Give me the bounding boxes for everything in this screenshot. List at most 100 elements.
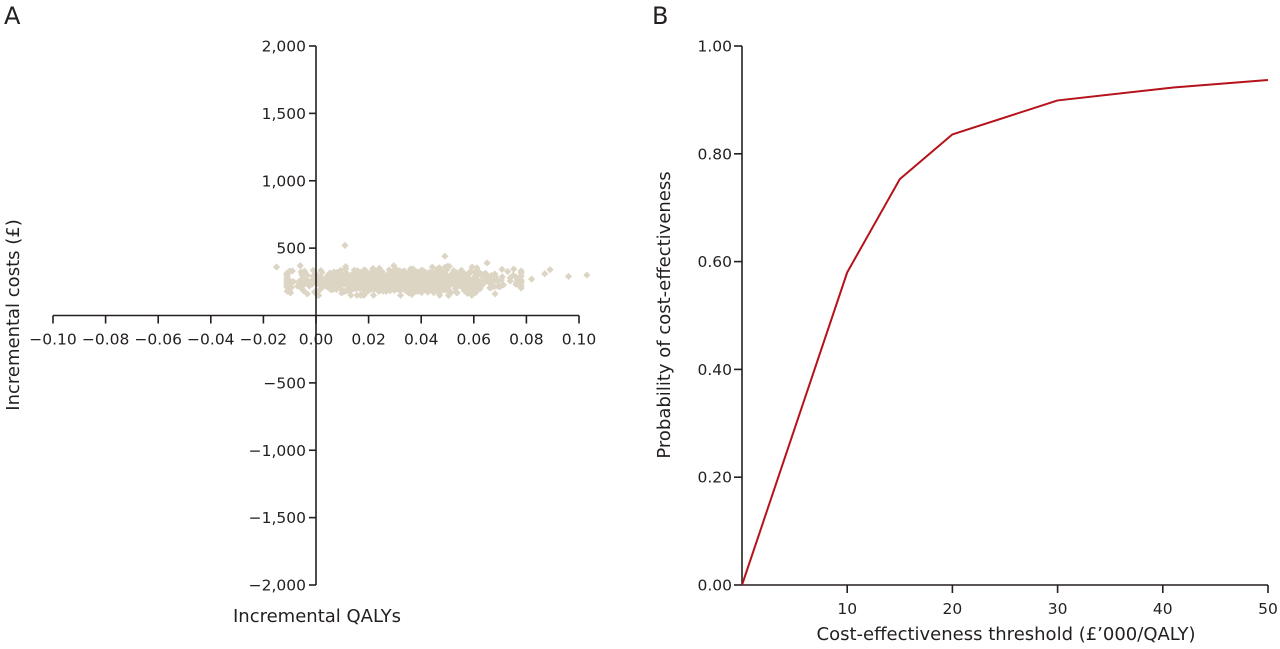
scatter-point [369,291,378,299]
scatter-point [498,265,506,273]
y-tick-label: −1,000 [249,442,306,460]
scatter-point [370,266,379,275]
scatter-point [468,263,476,271]
scatter-point [308,280,317,288]
scatter-point [330,284,338,292]
x-tick-label: −0.08 [82,331,130,349]
scatter-point [325,271,333,279]
scatter-point [330,268,339,277]
scatter-point [425,273,434,281]
y-axis-ticks: 0.00 0.20 0.40 0.60 0.80 1.00 [697,38,742,595]
scatter-point [473,264,481,272]
scatter-point [442,266,451,274]
y-axis-title: Incremental costs (£) [3,219,24,410]
scatter-point-outlier [541,270,549,278]
scatter-point [472,288,480,297]
scatter-point [403,283,411,291]
x-tick-label: 0.02 [351,331,386,349]
scatter-point [445,291,453,299]
scatter-point [451,284,460,293]
scatter-point [456,275,464,283]
scatter-point [445,288,453,296]
y-tick-label: −1,500 [249,509,306,527]
scatter-point [385,270,394,278]
scatter-point [392,265,400,273]
scatter-point [390,271,398,279]
x-axis-ticks: 10 20 30 40 50 [837,585,1278,618]
scatter-point [398,271,407,279]
scatter-point [445,277,453,285]
scatter-point [406,274,414,283]
scatter-point [466,288,474,296]
x-tick-label: 0.04 [404,331,439,349]
scatter-point-outlier [546,266,554,274]
scatter-point [396,268,404,276]
x-tick-label: 0.06 [457,331,492,349]
scatter-point [305,282,313,290]
scatter-point-outlier [528,275,536,283]
scatter-point [406,282,414,290]
scatter-point [375,278,384,287]
scatter-point [404,271,412,279]
scatter-point [283,283,291,291]
scatter-point [418,276,426,284]
x-tick-label: 30 [1048,600,1068,618]
scatter-point [484,273,492,281]
scatter-point [457,266,466,274]
scatter-point [347,291,355,299]
x-tick-label: 10 [837,600,857,618]
scatter-point [361,287,369,295]
scatter-point [487,273,496,281]
scatter-point [437,269,445,277]
scatter-point [359,277,367,285]
scatter-point [449,277,458,285]
scatter-point [421,270,429,278]
x-axis-title: Cost-effectiveness threshold (£’000/QALY… [817,624,1196,645]
x-tick-label: 20 [943,600,963,618]
scatter-point [385,266,393,274]
scatter-point [475,284,483,293]
scatter-point [415,271,424,279]
scatter-point [356,285,364,293]
scatter-point [439,280,448,288]
scatter-point [375,287,383,296]
y-tick-label: 1,500 [262,105,306,123]
scatter-point [396,275,405,283]
scatter-point [491,273,500,281]
scatter-point [470,286,478,294]
scatter-point [390,286,398,294]
scatter-point [456,282,464,290]
scatter-point [510,265,518,273]
scatter-point [316,286,324,294]
scatter-point [411,282,419,290]
scatter-point-outlier [564,272,573,281]
panel-a-cost-effectiveness-plane: A −0.10 −0.08 −0.06 −0.04 −0.02 0.00 0.02 0.04 0… [3,2,596,627]
y-tick-label: −500 [263,374,306,392]
scatter-point [513,278,521,287]
scatter-point [438,278,446,286]
scatter-point [338,289,346,297]
scatter-points [272,241,591,299]
scatter-point [423,279,431,287]
scatter-point [463,289,472,298]
scatter-point [402,280,410,288]
x-tick-label: 50 [1258,600,1278,618]
scatter-point [353,267,362,275]
scatter-point [373,276,381,285]
scatter-point [478,272,486,280]
scatter-point [480,270,488,278]
scatter-point [326,280,334,288]
scatter-point [514,281,523,289]
y-tick-label: 0.20 [697,469,732,487]
scatter-point [338,278,346,286]
x-tick-label: −0.04 [187,331,235,349]
scatter-point [467,267,475,276]
scatter-point [393,285,402,293]
x-axis-ticks: −0.10 −0.08 −0.06 −0.04 −0.02 0.00 0.02 0.04 0.0… [29,315,596,349]
scatter-point [378,275,387,283]
scatter-point-outlier [441,252,449,260]
scatter-point [377,273,385,281]
scatter-point-outlier [283,287,291,295]
scatter-point [491,290,499,298]
scatter-point [465,274,473,283]
